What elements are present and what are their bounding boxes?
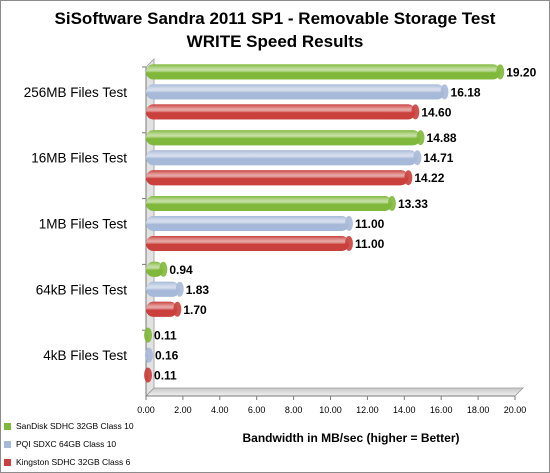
x-tick-label: 12.00 <box>356 405 379 415</box>
bar-shine <box>146 281 180 297</box>
legend-label: SanDisk SDHC 32GB Class 10 <box>16 421 134 431</box>
legend-swatch-kingston <box>4 458 11 466</box>
bar-shine <box>146 130 421 146</box>
value-label: 19.20 <box>506 65 536 79</box>
value-label: 14.22 <box>414 171 444 185</box>
value-label: 0.16 <box>155 349 179 363</box>
value-label: 14.88 <box>427 131 457 145</box>
legend-label: Kingston SDHC 32GB Class 6 <box>16 457 131 467</box>
legend-item: SanDisk SDHC 32GB Class 10 <box>4 417 134 435</box>
labels-layer: 0.00 2.00 4.00 6.00 8.00 10.00 12.00 14.00 16.00… <box>24 65 537 415</box>
value-label: 1.83 <box>186 283 210 297</box>
x-tick-label: 8.00 <box>285 405 303 415</box>
bar-cap <box>440 84 449 100</box>
x-tick-label: 6.00 <box>248 405 266 415</box>
bar-cap <box>404 170 413 186</box>
x-tick-label: 14.00 <box>393 405 416 415</box>
bar-cap <box>144 347 153 363</box>
category-label: 4kB Files Test <box>43 348 127 363</box>
value-label: 0.11 <box>154 329 177 343</box>
bar-cap <box>344 216 353 231</box>
bar-cap <box>344 236 353 251</box>
chart-subtitle: WRITE Speed Results <box>186 32 364 51</box>
bar-shine <box>146 64 501 80</box>
value-label: 0.94 <box>169 263 193 277</box>
bar-cap <box>496 64 505 80</box>
x-tick-label: 20.00 <box>504 405 527 415</box>
chart-title: SiSoftware Sandra 2011 SP1 - Removable S… <box>54 9 496 28</box>
category-label: 64kB Files Test <box>36 282 128 297</box>
bars-layer <box>144 64 505 383</box>
value-label: 0.11 <box>154 369 177 383</box>
x-axis-title: Bandwidth in MB/sec (higher = Better) <box>242 431 459 445</box>
value-label: 11.00 <box>355 237 385 251</box>
legend-item: Kingston SDHC 32GB Class 6 <box>4 453 134 471</box>
value-label: 11.00 <box>355 217 385 231</box>
chart-floor <box>145 387 524 397</box>
legend-swatch-pqi <box>4 440 11 448</box>
legend-swatch-sandisk <box>4 422 11 430</box>
bar-shine <box>146 150 418 166</box>
value-label: 1.70 <box>183 303 207 317</box>
bar-shine <box>146 84 445 100</box>
bar-cap <box>159 261 168 277</box>
bar-shine <box>146 196 392 211</box>
x-tick-label: 2.00 <box>174 405 192 415</box>
bar-cap <box>144 327 153 343</box>
bar-shine <box>146 236 349 251</box>
value-label: 14.71 <box>423 151 453 165</box>
bar-shine <box>146 170 409 186</box>
bar-cap <box>173 301 182 317</box>
legend-label: PQI SDXC 64GB Class 10 <box>16 439 117 449</box>
x-tick-label: 16.00 <box>430 405 453 415</box>
bar-cap <box>144 367 153 383</box>
bar-cap <box>413 150 422 166</box>
x-tick-label: 4.00 <box>211 405 229 415</box>
x-tick-label: 10.00 <box>319 405 342 415</box>
value-label: 13.33 <box>398 197 428 211</box>
category-label: 16MB Files Test <box>31 151 127 166</box>
category-label: 1MB Files Test <box>39 217 128 232</box>
value-label: 16.18 <box>451 85 481 99</box>
category-label: 256MB Files Test <box>24 85 128 100</box>
bar-cap <box>411 104 420 120</box>
bar-cap <box>387 196 396 211</box>
bar-cap <box>416 130 425 146</box>
bar-shine <box>146 301 178 317</box>
bar-shine <box>146 216 349 231</box>
x-tick-label: 18.00 <box>467 405 490 415</box>
legend-item: PQI SDXC 64GB Class 10 <box>4 435 134 453</box>
value-label: 14.60 <box>421 105 451 119</box>
bar-cap <box>175 281 184 297</box>
bar-shine <box>146 261 164 277</box>
x-tick-label: 0.00 <box>137 405 155 415</box>
bar-shine <box>146 104 416 120</box>
legend: SanDisk SDHC 32GB Class 10 PQI SDXC 64GB… <box>4 417 134 471</box>
